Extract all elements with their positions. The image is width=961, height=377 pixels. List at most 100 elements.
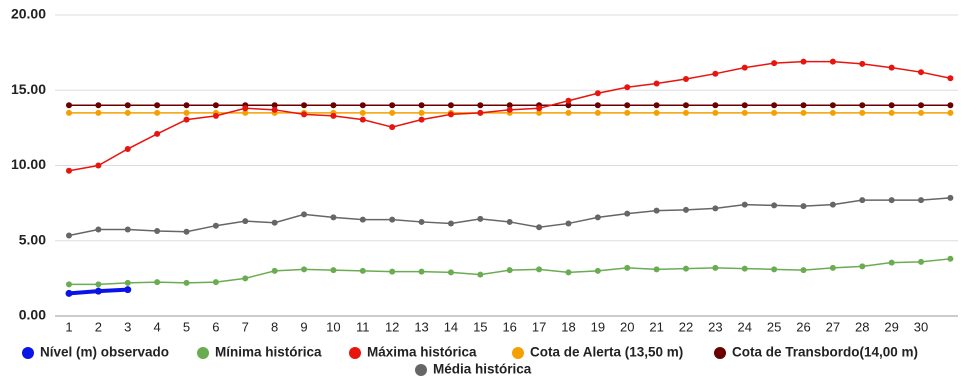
x-tick-label: 14: [444, 319, 458, 334]
data-point: [183, 116, 190, 123]
data-point: [212, 222, 219, 229]
data-point: [271, 267, 278, 274]
x-tick-label: 11: [356, 319, 370, 334]
data-point: [859, 109, 866, 116]
data-point: [183, 279, 190, 286]
legend-label: Mínima histórica: [215, 345, 322, 360]
data-point: [829, 201, 836, 208]
data-point: [624, 109, 631, 116]
x-tick-label: 9: [300, 319, 307, 334]
data-point: [124, 279, 131, 286]
data-point: [389, 109, 396, 116]
data-point: [741, 64, 748, 71]
x-tick-label: 18: [561, 319, 575, 334]
data-point: [536, 224, 543, 231]
data-point: [888, 102, 895, 109]
x-tick-label: 27: [826, 319, 840, 334]
data-point: [624, 102, 631, 109]
data-point: [712, 264, 719, 271]
data-point: [154, 109, 161, 116]
legend-swatch: [512, 347, 524, 359]
data-point: [330, 267, 337, 274]
data-point: [712, 70, 719, 77]
data-point: [359, 267, 366, 274]
x-tick-label: 25: [767, 319, 781, 334]
data-point: [242, 105, 249, 112]
data-point: [771, 202, 778, 209]
x-tick-label: 3: [124, 319, 131, 334]
data-point: [594, 267, 601, 274]
data-point: [477, 271, 484, 278]
data-point: [594, 214, 601, 221]
y-tick-label: 0.00: [19, 307, 46, 323]
x-tick-label: 15: [473, 319, 487, 334]
series: [66, 58, 954, 174]
data-point: [859, 263, 866, 270]
data-point: [477, 215, 484, 222]
data-point: [66, 167, 72, 174]
data-point: [653, 80, 660, 87]
data-point: [947, 102, 954, 109]
data-point: [389, 124, 396, 131]
data-point: [66, 232, 72, 239]
legend-label: Nível (m) observado: [40, 345, 169, 360]
data-point: [829, 58, 836, 65]
data-point: [242, 218, 249, 225]
x-tick-label: 2: [95, 319, 102, 334]
data-point: [418, 116, 425, 123]
data-point: [301, 211, 308, 218]
data-point: [594, 109, 601, 116]
data-point: [359, 109, 366, 116]
data-point: [565, 102, 572, 109]
data-point: [771, 109, 778, 116]
legend-swatch: [714, 347, 726, 359]
data-point: [947, 109, 954, 116]
data-point: [829, 102, 836, 109]
data-point: [359, 216, 366, 223]
data-point: [829, 264, 836, 271]
data-point: [418, 102, 425, 109]
data-point: [95, 109, 102, 116]
series: [65, 286, 132, 297]
data-point: [829, 109, 836, 116]
x-tick-label: 22: [679, 319, 693, 334]
data-point: [271, 219, 278, 226]
data-point: [624, 84, 631, 91]
data-point: [389, 216, 396, 223]
data-point: [447, 220, 454, 227]
data-point: [888, 109, 895, 116]
data-point: [477, 109, 484, 116]
data-point: [594, 90, 601, 97]
data-point: [682, 265, 689, 272]
data-point: [859, 102, 866, 109]
data-point: [447, 269, 454, 276]
series: [66, 194, 954, 239]
data-point: [741, 102, 748, 109]
x-tick-label: 7: [242, 319, 249, 334]
data-point: [447, 102, 454, 109]
data-point: [95, 226, 102, 233]
data-point: [653, 207, 660, 214]
data-point: [183, 102, 190, 109]
data-point: [653, 102, 660, 109]
data-point: [800, 58, 807, 65]
series: [66, 109, 954, 116]
data-point: [477, 102, 484, 109]
data-point: [330, 102, 337, 109]
data-point: [301, 102, 308, 109]
data-point: [712, 205, 719, 212]
data-point: [888, 259, 895, 266]
data-point: [947, 194, 954, 201]
data-point: [800, 203, 807, 210]
data-point: [918, 102, 925, 109]
x-tick-label: 5: [183, 319, 190, 334]
x-tick-label: 16: [502, 319, 516, 334]
data-point: [682, 75, 689, 82]
series: [66, 255, 954, 288]
data-point: [154, 130, 161, 137]
data-point: [682, 109, 689, 116]
x-tick-label: 21: [649, 319, 663, 334]
data-point: [859, 197, 866, 204]
data-point: [624, 264, 631, 271]
